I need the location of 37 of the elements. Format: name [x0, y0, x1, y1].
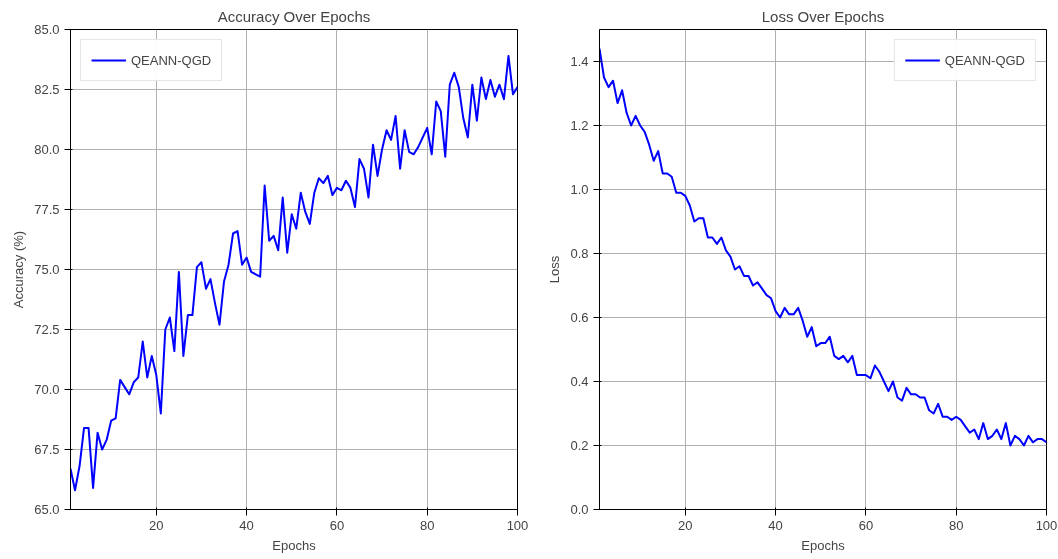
y-axis-title: Loss [547, 255, 563, 284]
y-tick-label: 75.0 [34, 262, 60, 277]
x-tick-label: 80 [419, 517, 435, 533]
x-tick-label: 100 [1035, 517, 1058, 533]
x-tick-label: 40 [768, 517, 783, 533]
x-tick-label: 40 [239, 517, 254, 533]
y-tick-label: 0.8 [570, 246, 589, 261]
y-tick-label: 70.0 [34, 382, 60, 397]
y-axis-title: Accuracy (%) [11, 230, 27, 309]
legend-label: QEANN-QGD [944, 52, 1025, 68]
y-tick-label: 0.4 [570, 374, 589, 389]
y-tick-label: 65.0 [34, 502, 60, 517]
y-tick-label: 1.4 [570, 54, 589, 69]
line-series [599, 47, 1047, 447]
y-tick-label: 67.5 [34, 442, 60, 457]
y-tick-label: 72.5 [34, 322, 60, 337]
x-tick-label: 100 [506, 517, 529, 533]
x-axis-title: Epochs [272, 537, 317, 553]
y-tick-label: 85.0 [34, 22, 60, 37]
x-tick-label: 20 [678, 517, 693, 533]
y-tick-label: 82.5 [34, 82, 60, 97]
y-tick-label: 0.0 [570, 502, 589, 517]
chart-title: Accuracy Over Epochs [217, 7, 371, 25]
x-tick-label: 60 [858, 517, 874, 533]
legend-label: QEANN-QGD [131, 52, 212, 68]
y-tick-label: 0.6 [570, 310, 589, 325]
y-tick-label: 77.5 [34, 202, 60, 217]
line-series [70, 54, 518, 492]
x-tick-label: 60 [329, 517, 345, 533]
x-tick-label: 20 [149, 517, 164, 533]
y-tick-label: 1.0 [570, 182, 589, 197]
x-axis-title: Epochs [801, 537, 846, 553]
y-tick-label: 0.2 [570, 438, 589, 453]
y-tick-label: 80.0 [34, 142, 60, 157]
x-tick-label: 80 [948, 517, 964, 533]
y-tick-label: 1.2 [570, 118, 589, 133]
chart-title: Loss Over Epochs [761, 7, 885, 25]
